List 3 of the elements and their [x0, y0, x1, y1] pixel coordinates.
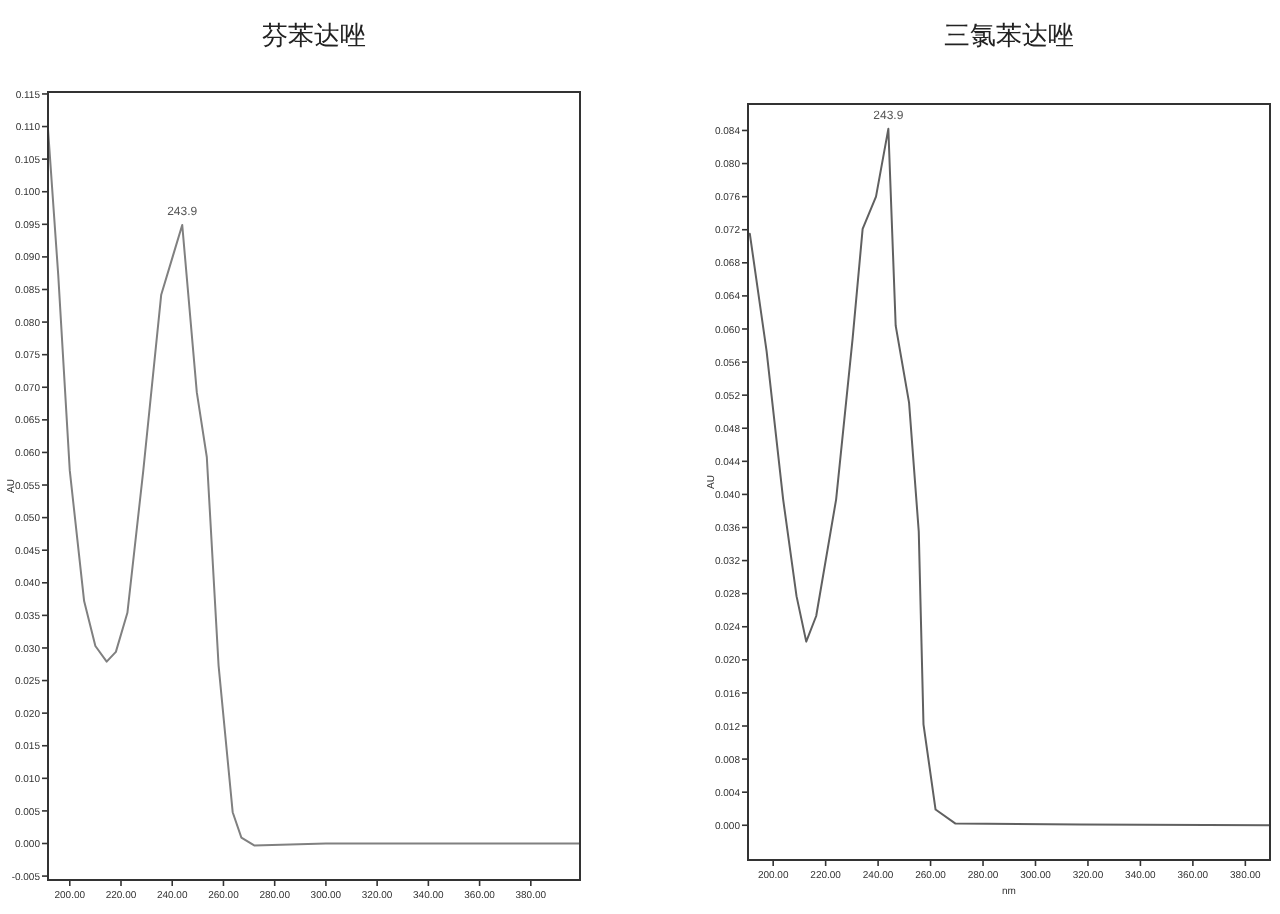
chart-title: 三氯苯达唑 [944, 20, 1074, 50]
line-series [748, 127, 1271, 827]
chart-title: 芬苯达唑 [262, 20, 366, 50]
